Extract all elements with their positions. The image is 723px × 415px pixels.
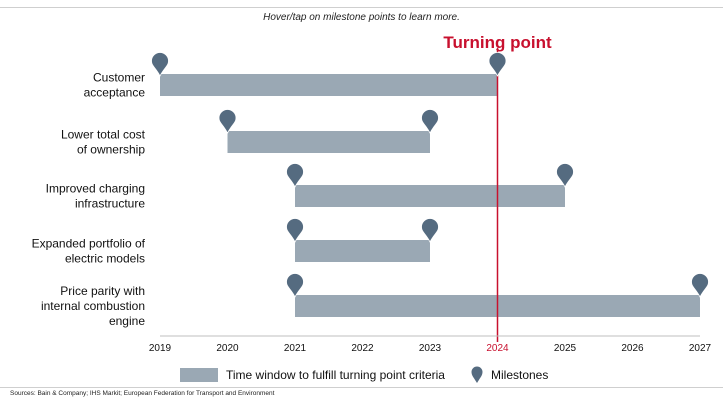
x-tick-label-2019: 2019 [149, 343, 172, 354]
milestone-pin-5-start[interactable] [286, 273, 304, 298]
legend-bar-swatch [180, 368, 218, 382]
legend-milestone-label: Milestones [490, 368, 549, 382]
legend-milestone-pin-icon [471, 366, 483, 383]
milestone-pin-3-start[interactable] [286, 163, 304, 188]
range-bar-2 [227, 131, 430, 153]
category-label-3: Improved charging infrastructure [46, 182, 146, 211]
legend: Time window to fulfill turning point cri… [180, 366, 548, 384]
milestone-pin-4-start[interactable] [286, 218, 304, 243]
milestone-pin-4-end[interactable] [421, 218, 439, 243]
hover-hint: Hover/tap on milestone points to learn m… [263, 12, 460, 23]
top-rule [0, 7, 723, 8]
x-tick-label-2026: 2026 [621, 343, 644, 354]
milestone-pin-1-start[interactable] [151, 52, 169, 77]
milestone-pin-2-start[interactable] [218, 109, 237, 134]
x-tick-label-2024: 2024 [486, 343, 509, 354]
range-bar-4 [295, 240, 430, 262]
x-tick-label-2027: 2027 [689, 343, 712, 354]
turning-point-chart: Turning point 2019 2020 2021 2022 2023 2024 202… [32, 33, 712, 354]
milestone-pin-3-end[interactable] [556, 163, 574, 188]
turning-point-label: Turning point [443, 33, 552, 52]
range-bar-1 [160, 74, 498, 96]
category-label-2: Lower total cost of ownership [61, 128, 146, 157]
category-label-5: Price parity with internal combustion engi… [41, 284, 145, 328]
x-tick-label-2022: 2022 [351, 343, 374, 354]
legend-bar-label: Time window to fulfill turning point cri… [226, 368, 445, 382]
milestone-pin-2-end[interactable] [421, 109, 439, 134]
x-tick-label-2021: 2021 [284, 343, 307, 354]
bottom-rule [0, 387, 723, 388]
x-tick-label-2025: 2025 [554, 343, 577, 354]
range-bar-3 [295, 185, 565, 207]
x-tick-label-2023: 2023 [419, 343, 442, 354]
milestone-pin-5-end[interactable] [691, 273, 709, 298]
x-tick-label-2020: 2020 [216, 343, 239, 354]
category-label-1: Customer acceptance [84, 71, 146, 100]
milestone-pin-1-end[interactable] [488, 52, 507, 77]
category-label-4: Expanded portfolio of electric models [32, 237, 146, 266]
source-note: Sources: Bain & Company; IHS Markit; Eur… [10, 390, 275, 397]
